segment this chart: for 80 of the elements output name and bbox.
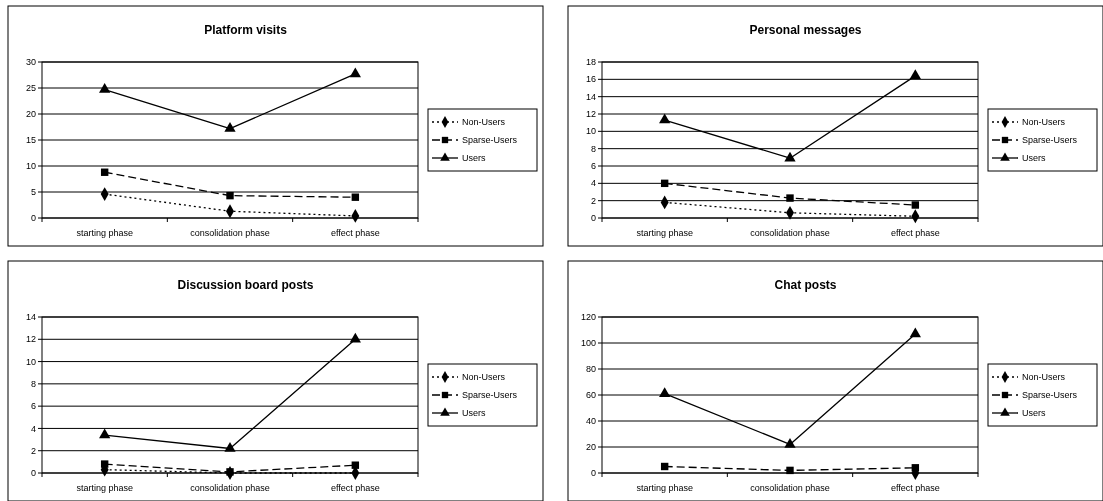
y-tick-label: 8 (590, 143, 596, 154)
y-tick-label: 2 (30, 445, 36, 456)
y-tick-label: 0 (590, 213, 596, 224)
y-tick-label: 20 (585, 442, 596, 453)
y-tick-label: 0 (30, 213, 36, 224)
y-tick-label: 25 (25, 83, 36, 94)
point (349, 67, 361, 78)
y-tick-label: 6 (590, 161, 596, 172)
legend-label: Users (462, 408, 486, 419)
y-tick-label: 12 (25, 334, 36, 345)
y-tick-label: 6 (30, 401, 36, 412)
chart-title: Personal messages (749, 23, 862, 37)
y-tick-label: 30 (25, 57, 36, 68)
point (100, 460, 109, 468)
point (351, 461, 360, 469)
point (226, 191, 234, 200)
y-tick-label: 2 (590, 195, 596, 206)
y-tick-label: 60 (585, 390, 596, 401)
chart-title: Platform visits (204, 23, 288, 37)
point (349, 332, 361, 343)
legend-label: Non-Users (462, 372, 506, 383)
legend-label: Users (462, 153, 486, 164)
point (784, 437, 796, 448)
y-tick-label: 10 (585, 126, 596, 137)
x-tick-label: consolidation phase (190, 228, 270, 238)
x-tick-label: starting phase (636, 228, 693, 238)
x-tick-label: starting phase (636, 483, 693, 493)
y-tick-label: 15 (25, 135, 36, 146)
point (911, 201, 920, 209)
x-tick-label: effect phase (330, 228, 380, 238)
point (659, 113, 671, 124)
x-tick-label: effect phase (330, 483, 380, 493)
y-tick-label: 0 (30, 468, 36, 479)
chart-title: Chat posts (774, 278, 837, 292)
y-tick-label: 16 (585, 74, 596, 85)
point (224, 441, 236, 452)
y-tick-label: 18 (585, 57, 596, 68)
legend-label: Users (1022, 153, 1046, 164)
legend-label: Sparse-Users (462, 135, 518, 146)
y-tick-label: 4 (30, 423, 36, 434)
legend-label: Non-Users (1022, 372, 1066, 383)
y-tick-label: 80 (585, 364, 596, 375)
y-tick-label: 14 (585, 91, 596, 102)
x-tick-label: starting phase (76, 483, 133, 493)
point (659, 387, 671, 397)
y-tick-label: 14 (25, 312, 36, 323)
legend-label: Sparse-Users (1022, 390, 1078, 401)
point (99, 83, 111, 93)
y-tick-label: 10 (25, 356, 36, 367)
y-tick-label: 8 (30, 379, 36, 390)
point (99, 428, 111, 439)
y-tick-label: 100 (580, 338, 596, 349)
point (786, 194, 794, 202)
y-tick-label: 5 (30, 187, 36, 198)
legend-label: Sparse-Users (462, 390, 518, 401)
point (909, 69, 921, 80)
y-tick-label: 20 (25, 109, 36, 120)
x-tick-label: consolidation phase (750, 483, 830, 493)
x-tick-label: effect phase (890, 228, 940, 238)
y-tick-label: 120 (580, 312, 596, 323)
legend-label: Sparse-Users (1022, 135, 1078, 146)
legend-label: Users (1022, 408, 1046, 419)
y-tick-label: 4 (590, 178, 596, 189)
x-tick-label: effect phase (890, 483, 940, 493)
legend-label: Non-Users (1022, 117, 1066, 128)
point (909, 327, 921, 338)
x-tick-label: starting phase (76, 228, 133, 238)
y-tick-label: 0 (590, 468, 596, 479)
point (351, 193, 360, 201)
legend-label: Non-Users (462, 117, 506, 128)
y-tick-label: 40 (585, 416, 596, 427)
y-tick-label: 12 (585, 109, 596, 120)
point (226, 468, 234, 476)
point (911, 464, 920, 472)
chart-title: Discussion board posts (177, 278, 314, 292)
point (786, 466, 794, 475)
x-tick-label: consolidation phase (190, 483, 270, 493)
y-tick-label: 10 (25, 161, 36, 172)
point (224, 122, 236, 132)
x-tick-label: consolidation phase (750, 228, 830, 238)
